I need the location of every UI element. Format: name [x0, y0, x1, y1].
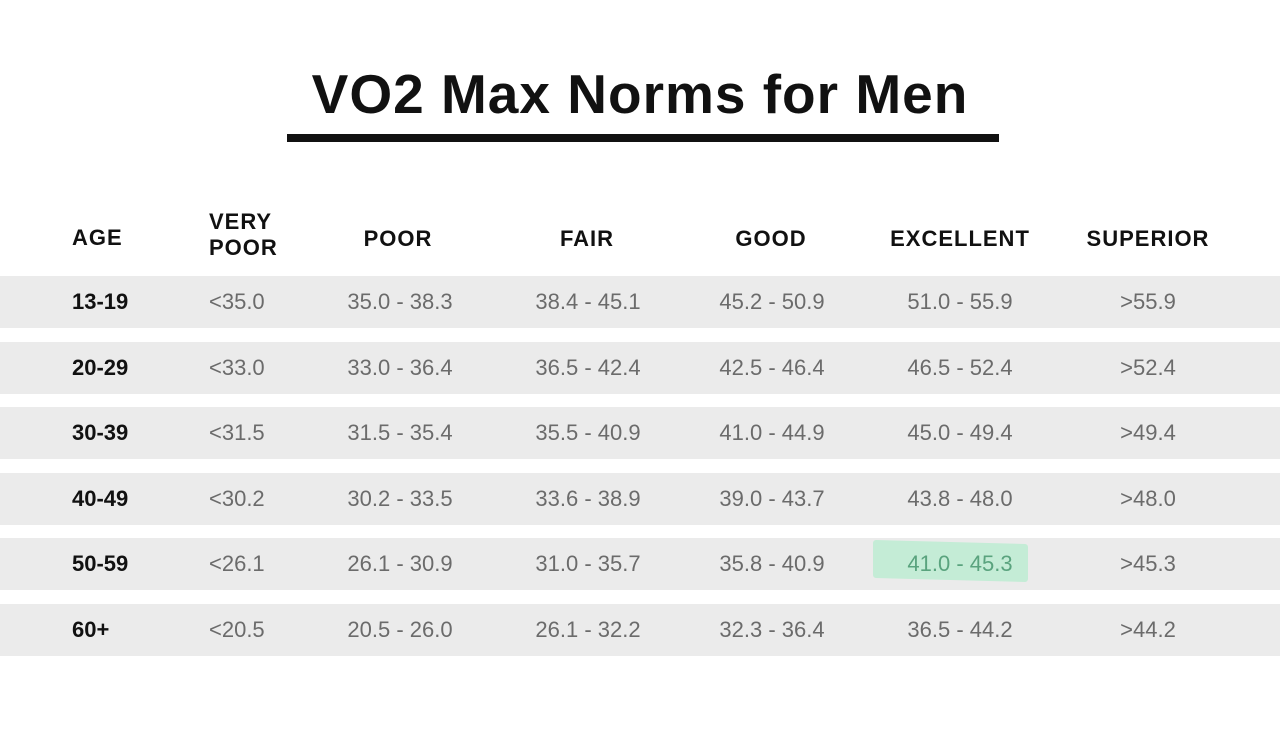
cell-excellent: 36.5 - 44.2 [907, 617, 1013, 642]
cell-superior: >45.3 [1120, 551, 1176, 576]
title-underline [287, 134, 999, 142]
header-very-poor-line-1: VERY [209, 209, 273, 234]
cell-superior: >52.4 [1120, 355, 1176, 380]
cell-age: 40-49 [72, 486, 129, 511]
cell-fair: 31.0 - 35.7 [535, 551, 641, 576]
cell-poor: 33.0 - 36.4 [347, 355, 453, 380]
cell-good: 35.8 - 40.9 [719, 551, 825, 576]
cell-very-poor: <20.5 [209, 617, 265, 642]
table-row: 50-59 <26.1 26.1 - 30.9 31.0 - 35.7 35.8 - 4… [0, 538, 1280, 590]
cell-poor: 30.2 - 33.5 [347, 486, 453, 511]
cell-fair: 33.6 - 38.9 [535, 486, 641, 511]
cell-age: 30-39 [72, 420, 129, 445]
table-row: 20-29 <33.0 33.0 - 36.4 36.5 - 42.4 42.5 - 4… [0, 342, 1280, 394]
header-very-poor: VERY POOR [209, 209, 278, 261]
cell-very-poor: <30.2 [209, 486, 265, 511]
header-fair: FAIR [559, 226, 615, 251]
cell-excellent: 45.0 - 49.4 [907, 420, 1013, 445]
cell-poor: 31.5 - 35.4 [347, 420, 453, 445]
cell-very-poor: <33.0 [209, 355, 265, 380]
header-superior: SUPERIOR [1086, 226, 1210, 251]
table-row: 13-19 <35.0 35.0 - 38.3 38.4 - 45.1 45.2 - 5… [0, 276, 1280, 328]
cell-superior: >44.2 [1120, 617, 1176, 642]
chart-title: VO2 Max Norms for Men [311, 63, 969, 125]
cell-excellent: 43.8 - 48.0 [907, 486, 1013, 511]
header-excellent: EXCELLENT [890, 226, 1030, 251]
cell-poor: 26.1 - 30.9 [347, 551, 453, 576]
cell-poor: 35.0 - 38.3 [347, 289, 453, 314]
cell-age: 60+ [72, 617, 110, 642]
cell-good: 45.2 - 50.9 [719, 289, 825, 314]
table-row: 40-49 <30.2 30.2 - 33.5 33.6 - 38.9 39.0 - 4… [0, 473, 1280, 525]
header-good: GOOD [735, 226, 807, 251]
cell-superior: >49.4 [1120, 420, 1176, 445]
header-age: AGE [72, 225, 123, 250]
header-poor: POOR [363, 226, 433, 251]
cell-very-poor: <31.5 [209, 420, 265, 445]
header-very-poor-line-2: POOR [209, 235, 278, 260]
cell-age: 20-29 [72, 355, 129, 380]
table-row: 60+ <20.5 20.5 - 26.0 26.1 - 32.2 32.3 - 36.… [0, 604, 1280, 656]
cell-good: 39.0 - 43.7 [719, 486, 825, 511]
cell-good: 41.0 - 44.9 [719, 420, 825, 445]
cell-poor: 20.5 - 26.0 [347, 617, 453, 642]
cell-excellent: 41.0 - 45.3 [907, 551, 1013, 576]
table-row: 30-39 <31.5 31.5 - 35.4 35.5 - 40.9 41.0 - 4… [0, 407, 1280, 459]
cell-very-poor: <26.1 [209, 551, 265, 576]
cell-fair: 38.4 - 45.1 [535, 289, 641, 314]
cell-fair: 26.1 - 32.2 [535, 617, 641, 642]
cell-superior: >48.0 [1120, 486, 1176, 511]
cell-fair: 36.5 - 42.4 [535, 355, 641, 380]
cell-excellent: 51.0 - 55.9 [907, 289, 1013, 314]
cell-excellent: 46.5 - 52.4 [907, 355, 1013, 380]
cell-age: 13-19 [72, 289, 129, 314]
cell-superior: >55.9 [1120, 289, 1176, 314]
cell-very-poor: <35.0 [209, 289, 265, 314]
cell-age: 50-59 [72, 551, 129, 576]
cell-fair: 35.5 - 40.9 [535, 420, 641, 445]
cell-good: 32.3 - 36.4 [719, 617, 825, 642]
cell-good: 42.5 - 46.4 [719, 355, 825, 380]
